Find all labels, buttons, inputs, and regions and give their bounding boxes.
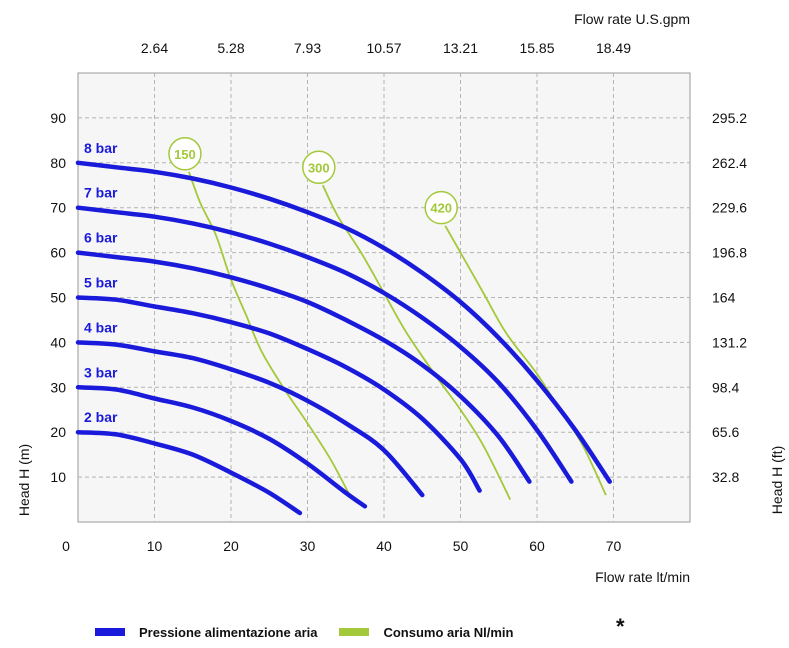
x-top-tick-label: 7.93 [294,40,321,56]
legend-item-pressure: Pressione alimentazione aria [95,625,317,640]
x-tick-label: 60 [529,538,545,554]
y-right-tick-label: 98.4 [712,379,739,395]
air-label-circle [168,137,202,171]
pressure-curve-label: 3 bar [84,364,118,380]
y-right-tick-label: 131.2 [712,334,747,350]
y-tick-label: 10 [50,469,66,485]
pressure-curve-label: 5 bar [84,275,118,291]
pressure-curve-label: 4 bar [84,319,118,335]
y-right-tick-label: 295.2 [712,110,747,126]
y-tick-label: 40 [50,334,66,350]
y-tick-label: 80 [50,155,66,171]
x-top-tick-label: 10.57 [366,40,401,56]
pressure-curve-5-bar [75,295,482,493]
air-label-text: 420 [430,201,452,216]
air-label-text: 150 [174,147,196,162]
y-right-tick-label: 229.6 [712,200,747,216]
air-labels: 150 300 420 [168,137,458,225]
pressure-curve-7-bar [75,205,574,484]
air-label-circle [302,150,336,184]
x-tick-label: 20 [223,538,239,554]
left-axis-ticks: 10 20 30 40 50 60 70 80 90 [50,110,66,485]
left-axis-title: Head H (m) [16,444,32,516]
legend-item-air: Consumo aria Nl/min [339,624,514,640]
x-tick-label: 0 [62,538,70,554]
pressure-curve-8-bar [75,160,612,484]
pressure-curve-2-bar [75,429,303,516]
right-axis-ticks: 32.8 65.6 98.4 131.2 164 196.8 229.6 262.4 295.2 [712,110,747,485]
pressure-curves [75,160,612,516]
x-top-tick-label: 18.49 [596,40,631,56]
right-axis-title: Head H (ft) [769,446,785,514]
y-tick-label: 90 [50,110,66,126]
pressure-swatch [95,628,125,636]
y-tick-label: 20 [50,424,66,440]
pressure-curve-3-bar [75,385,368,509]
x-tick-label: 40 [376,538,392,554]
x-top-tick-label: 2.64 [141,40,168,56]
y-tick-label: 60 [50,245,66,261]
x-top-tick-label: 13.21 [443,40,478,56]
top-axis-ticks: 2.64 5.28 7.93 10.57 13.21 15.85 18.49 [141,40,631,56]
x-tick-label: 30 [300,538,316,554]
y-tick-label: 50 [50,290,66,306]
y-right-tick-label: 196.8 [712,245,747,261]
x-top-tick-label: 15.85 [519,40,554,56]
x-tick-label: 70 [606,538,622,554]
x-tick-label: 10 [147,538,163,554]
bottom-axis-ticks: 0 10 20 30 40 50 60 70 [62,538,621,554]
pressure-curve-label: 7 bar [84,185,118,201]
air-swatch [339,628,370,636]
y-tick-label: 70 [50,200,66,216]
legend-pressure-label: Pressione alimentazione aria [139,624,318,640]
y-right-tick-label: 65.6 [712,424,739,440]
air-label-circle [424,190,458,225]
pressure-curve-label: 8 bar [84,140,118,156]
top-axis-title: Flow rate U.S.gpm [574,11,690,27]
pressure-curve-6-bar [75,250,532,484]
bottom-axis-title: Flow rate lt/min [595,569,690,585]
y-tick-label: 30 [50,379,66,395]
y-right-tick-label: 164 [712,290,736,306]
air-curve-420 [444,225,607,496]
pressure-curve-label: 2 bar [84,409,118,425]
x-tick-label: 50 [453,538,469,554]
pressure-labels: 2 bar 3 bar 4 bar 5 bar 6 bar 7 bar 8 bar [84,140,118,425]
air-curve-150 [188,171,351,496]
x-top-tick-label: 5.28 [217,40,244,56]
y-right-tick-label: 262.4 [712,155,747,171]
y-right-tick-label: 32.8 [712,469,739,485]
note-asterisk: * [616,614,625,639]
air-label-text: 300 [308,160,330,175]
pressure-curve-4-bar [75,340,425,498]
chart-legend: Pressione alimentazione aria Consumo ari… [95,622,536,642]
pressure-curve-label: 6 bar [84,230,118,246]
legend-air-label: Consumo aria Nl/min [383,624,514,640]
